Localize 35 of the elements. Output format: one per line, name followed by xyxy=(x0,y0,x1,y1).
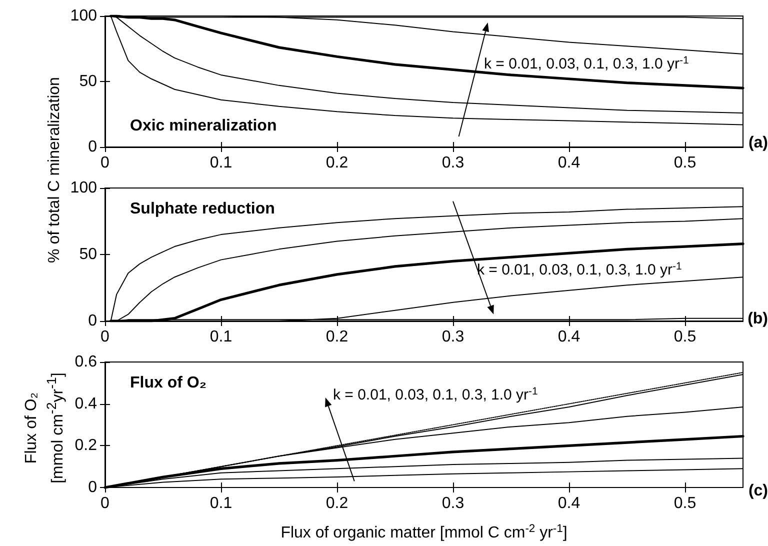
y-tick-label: 100 xyxy=(70,8,98,24)
x-tick-label: 0.3 xyxy=(442,328,464,346)
y-tick-label: 0.6 xyxy=(74,354,98,370)
y-tick-label: 0.2 xyxy=(74,437,98,454)
y-tick-label: 0.4 xyxy=(74,395,98,412)
x-tick-label: 0.3 xyxy=(442,495,464,512)
x-tick-label: 0.2 xyxy=(326,154,348,172)
y-tick-label: 0 xyxy=(88,312,98,330)
x-tick-label: 0.2 xyxy=(326,495,348,512)
x-tick-label: 0.4 xyxy=(558,495,580,512)
y-tick-label: 50 xyxy=(79,73,98,90)
x-tick-label: 0.5 xyxy=(674,328,696,346)
x-tick-label: 0.1 xyxy=(210,154,232,172)
y-tick-label: 50 xyxy=(79,246,98,263)
text: (c) xyxy=(748,482,768,500)
x-tick-label: 0 xyxy=(100,328,110,346)
text: Sulphate reduction xyxy=(130,200,275,218)
y-tick-label: 0 xyxy=(88,138,98,156)
text: Flux of O₂ xyxy=(130,374,206,392)
x-tick-label: 0.5 xyxy=(674,154,696,172)
x-tick-label: 0 xyxy=(100,154,110,172)
text: (a) xyxy=(748,134,768,152)
y-axis-title: % of total C mineralization xyxy=(45,77,64,263)
text: (b) xyxy=(748,310,768,328)
x-tick-label: 0.3 xyxy=(442,154,464,172)
x-tick-label: 0.4 xyxy=(558,154,580,172)
y-tick-label: 0 xyxy=(88,479,98,496)
x-tick-label: 0.2 xyxy=(326,328,348,346)
x-tick-label: 0.1 xyxy=(210,328,232,346)
x-tick-label: 0.5 xyxy=(674,495,696,512)
x-tick-label: 0.4 xyxy=(558,328,580,346)
x-tick-label: 0.1 xyxy=(210,495,232,512)
text: Oxic mineralization xyxy=(130,118,277,134)
x-tick-label: 0 xyxy=(100,495,110,512)
y-tick-label: 100 xyxy=(70,180,98,196)
